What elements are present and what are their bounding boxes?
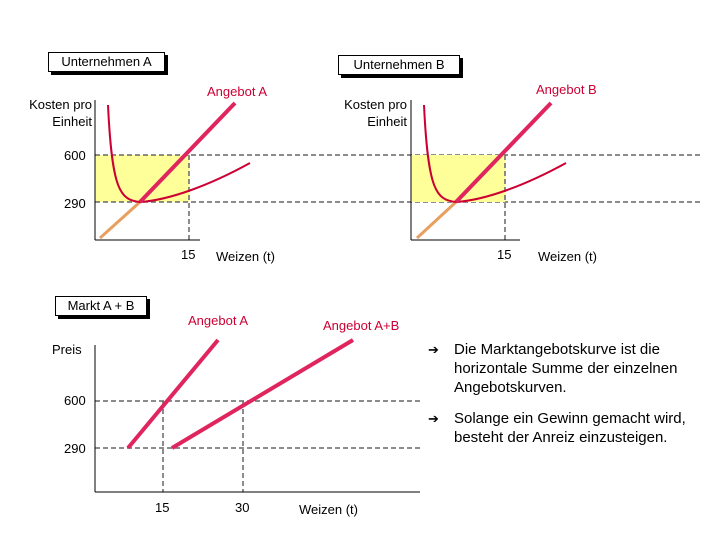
firm-b-y-axis-label: Kosten pro Einheit	[344, 97, 407, 129]
market-y-axis-label: Preis	[52, 342, 82, 357]
bullet-item: ➔ Die Marktangebotskurve ist die horizon…	[428, 340, 713, 397]
market-price-tick-290: 290	[64, 441, 86, 456]
supply-lower-segment-a	[98, 200, 142, 240]
market-quantity-tick-30: 30	[235, 500, 250, 515]
market-supply-curve-ab	[170, 338, 355, 450]
market-supply-a-label: Angebot A	[188, 313, 248, 328]
bullet-list: ➔ Die Marktangebotskurve ist die horizon…	[428, 340, 713, 459]
firm-b-quantity-tick: 15	[497, 247, 512, 262]
supply-curve-b	[454, 101, 553, 204]
price-tick-290: 290	[64, 196, 86, 211]
profit-area-b	[411, 155, 505, 202]
bullet-item: ➔ Solange ein Gewinn gemacht wird, beste…	[428, 409, 713, 447]
firm-a-title: Unternehmen A	[48, 52, 165, 72]
firm-a-quantity-tick: 15	[181, 247, 196, 262]
supply-b-label: Angebot B	[536, 82, 597, 97]
firm-a-x-axis-label: Weizen (t)	[216, 249, 275, 264]
bullet-text: Solange ein Gewinn gemacht wird, besteht…	[454, 410, 686, 446]
supply-a-label: Angebot A	[207, 84, 267, 99]
market-supply-curve-a	[126, 338, 220, 450]
market-x-axis-label: Weizen (t)	[299, 502, 358, 517]
profit-area-a	[95, 155, 189, 202]
market-supply-ab-label: Angebot A+B	[323, 318, 400, 333]
price-tick-600: 600	[64, 148, 86, 163]
firm-a-y-axis-label: Kosten pro Einheit	[29, 97, 92, 129]
market-quantity-tick-15: 15	[155, 500, 170, 515]
arrow-right-icon: ➔	[428, 342, 439, 357]
supply-lower-segment-b	[415, 200, 458, 240]
firm-b-x-axis-label: Weizen (t)	[538, 249, 597, 264]
market-title: Markt A + B	[55, 296, 147, 316]
arrow-right-icon: ➔	[428, 411, 439, 426]
supply-curve-a	[138, 101, 237, 204]
market-price-tick-600: 600	[64, 393, 86, 408]
bullet-text: Die Marktangebotskurve ist die horizonta…	[454, 341, 678, 396]
firm-b-title: Unternehmen B	[338, 55, 460, 75]
